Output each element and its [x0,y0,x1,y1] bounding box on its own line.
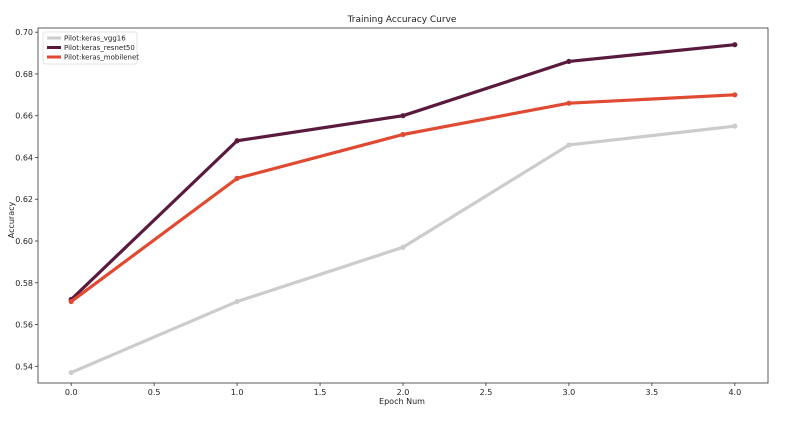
data-point [732,42,738,48]
chart-title: Training Accuracy Curve [347,15,457,25]
data-point [400,113,406,119]
data-point [732,92,738,98]
y-tick-label: 0.62 [15,195,33,204]
data-point [400,131,406,138]
y-tick-label: 0.70 [15,28,33,37]
data-point [400,244,406,250]
series-line-2 [69,93,737,304]
y-tick-label: 0.68 [15,70,33,79]
x-tick-label: 3.5 [645,388,658,397]
data-point [234,138,240,144]
series-line-1 [69,43,737,302]
y-tick-label: 0.56 [15,321,33,330]
x-axis-label: Epoch Num [379,397,425,406]
y-tick-label: 0.54 [15,362,33,371]
x-tick-label: 1.5 [314,388,327,397]
data-point [68,298,74,305]
legend-label: Pilot:keras_vgg16 [64,35,126,43]
y-tick-label: 0.60 [15,237,33,246]
data-point [566,142,572,148]
data-point [234,175,240,181]
x-tick-label: 3.0 [563,388,576,397]
legend-label: Pilot:keras_resnet50 [64,44,135,52]
data-point [566,100,572,106]
legend-box [42,31,138,65]
data-point [234,298,240,305]
y-tick-label: 0.66 [15,112,33,121]
data-point [566,58,572,65]
plot-area [37,27,769,384]
x-tick-label: 2.5 [480,388,493,397]
data-point [68,369,74,376]
x-axis: 0.0 0.5 1.0 1.5 2.0 2.5 3.0 3.5 4.0 [65,383,741,397]
x-tick-label: 4.0 [728,388,741,397]
data-point [732,123,738,129]
legend-label: Pilot:keras_mobilenet [64,54,139,62]
x-tick-label: 0.0 [65,388,78,397]
y-tick-label: 0.64 [15,153,33,162]
series-lines [68,42,738,376]
x-tick-label: 2.0 [397,388,410,397]
y-axis: 0.54 0.56 0.58 0.60 0.62 0.64 0.66 0.68 0.70 [15,28,38,371]
x-tick-label: 1.0 [231,388,244,397]
y-tick-label: 0.58 [15,279,33,288]
x-tick-label: 0.5 [148,388,161,397]
y-axis-label: Accuracy [7,201,16,238]
